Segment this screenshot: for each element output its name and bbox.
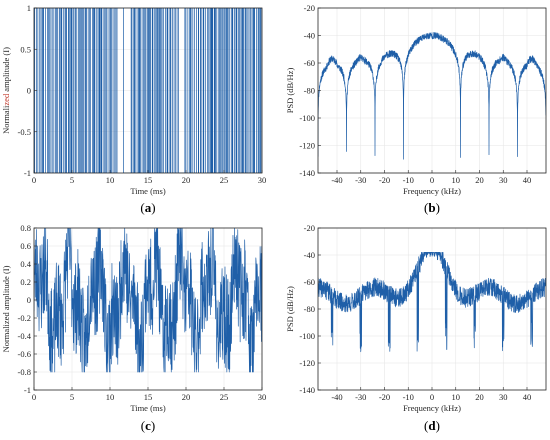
- x-axis-label: Time (ms): [130, 403, 166, 413]
- x-tick-label: 0: [430, 392, 434, 402]
- x-tick-label: 40: [523, 392, 532, 402]
- y-tick-label: -0.2: [18, 313, 31, 323]
- y-axis-label: PSD (dB/Hz): [285, 286, 295, 332]
- chart-panel-a: 0 5 10 15 20 25 30 -1 -0.5 0 0.5 1 Time (ms) Normaliz…: [1, 3, 266, 215]
- y-tick-label: -1: [24, 385, 31, 395]
- y-axis-label: Normalized amplitude (I): [1, 47, 11, 134]
- y-tick-label: -0.8: [18, 367, 31, 377]
- x-tick-label: -20: [379, 175, 390, 185]
- y-tick-label: -0.5: [18, 127, 31, 137]
- x-tick-label: -40: [331, 392, 342, 402]
- y-axis-label-highlight: zed: [1, 93, 11, 106]
- y-axis-label: PSD (dB/Hz): [285, 68, 295, 114]
- y-axis-label-part: Normali: [1, 105, 11, 134]
- y-tick-label: 0: [27, 295, 31, 305]
- y-tick-label: -140: [299, 168, 315, 178]
- panel-letter: a: [145, 200, 152, 215]
- y-tick-label: -60: [304, 58, 315, 68]
- x-tick-label: -10: [403, 392, 414, 402]
- x-tick-label: 30: [499, 175, 508, 185]
- x-tick-label: 0: [32, 392, 36, 402]
- x-tick-label: 30: [258, 175, 267, 185]
- x-tick-label: 10: [106, 175, 115, 185]
- x-tick-label: -30: [355, 392, 366, 402]
- x-tick-label: 0: [430, 175, 434, 185]
- x-tick-label: 5: [70, 392, 74, 402]
- y-tick-label: -60: [304, 277, 315, 287]
- y-axis-label: Normalized amplitude (I): [1, 265, 11, 352]
- chart-panel-d: -40 -30 -20 -10 0 10 20 30 40-140-120-100-80-60-…: [285, 223, 547, 433]
- y-tick-label: 0.6: [20, 241, 31, 251]
- panel-letter: c: [145, 418, 151, 433]
- y-tick-label: 0: [27, 86, 31, 96]
- x-tick-label: -30: [355, 175, 366, 185]
- panel-label: (c): [141, 418, 155, 433]
- panel-letter: d: [428, 418, 436, 433]
- series-line: [34, 8, 262, 173]
- y-tick-label: -20: [304, 3, 315, 13]
- y-tick-label: -0.4: [18, 331, 32, 341]
- panel-label: (d): [424, 418, 440, 433]
- y-tick-label: -1: [24, 168, 31, 178]
- x-tick-label: 30: [499, 392, 508, 402]
- y-tick-label: -140: [299, 385, 315, 395]
- x-axis-label: Time (ms): [130, 186, 166, 196]
- y-tick-label: -100: [299, 113, 315, 123]
- x-tick-label: 30: [258, 392, 267, 402]
- x-tick-label: 15: [144, 175, 153, 185]
- y-tick-label: 0.8: [20, 223, 31, 233]
- chart-panel-b: -40 -30 -20 -10 0 10 20 30 40-140-120-100-80-60-…: [285, 3, 547, 215]
- panel-label: (a): [140, 200, 155, 215]
- y-tick-label: 0.5: [20, 44, 31, 54]
- x-tick-label: 25: [220, 175, 229, 185]
- x-tick-label: -10: [403, 175, 414, 185]
- y-tick-label: -40: [304, 250, 315, 260]
- y-tick-label: -120: [299, 141, 315, 151]
- y-tick-label: -80: [304, 86, 315, 96]
- x-axis-label: Frequency (kHz): [403, 186, 461, 196]
- x-tick-label: 15: [144, 392, 153, 402]
- x-tick-label: 20: [475, 175, 484, 185]
- series-line: [318, 251, 546, 353]
- panel-label: (b): [424, 200, 440, 215]
- x-tick-label: 5: [70, 175, 74, 185]
- series-line: [34, 228, 262, 373]
- y-tick-label: -80: [304, 304, 315, 314]
- y-tick-label: -0.6: [18, 349, 31, 359]
- y-tick-label: -40: [304, 31, 315, 41]
- y-axis-label-part: amplitude (I): [1, 47, 11, 94]
- y-tick-label: -120: [299, 358, 315, 368]
- chart-panel-c: 0 5 10 15 20 25 30 -1 -0.8 -0.6 -0.4 -0.2 0 0.2 0.4 0.6…: [1, 223, 266, 433]
- x-tick-label: 20: [182, 175, 191, 185]
- x-tick-label: -20: [379, 392, 390, 402]
- series-line: [318, 32, 546, 160]
- x-tick-label: 10: [106, 392, 115, 402]
- y-tick-label: 0.4: [20, 259, 31, 269]
- x-tick-label: 40: [523, 175, 532, 185]
- x-tick-label: 20: [182, 392, 191, 402]
- y-tick-label: -20: [304, 223, 315, 233]
- y-tick-label: 0.2: [20, 277, 31, 287]
- x-tick-label: 25: [220, 392, 229, 402]
- y-tick-label: 1: [27, 3, 31, 13]
- panel-letter: b: [428, 200, 435, 215]
- x-tick-label: 10: [452, 175, 461, 185]
- x-tick-label: -40: [331, 175, 342, 185]
- x-tick-label: 0: [32, 175, 36, 185]
- x-axis-label: Frequency (kHz): [403, 403, 461, 413]
- y-tick-label: -100: [299, 331, 315, 341]
- x-tick-label: 10: [452, 392, 461, 402]
- x-tick-label: 20: [475, 392, 484, 402]
